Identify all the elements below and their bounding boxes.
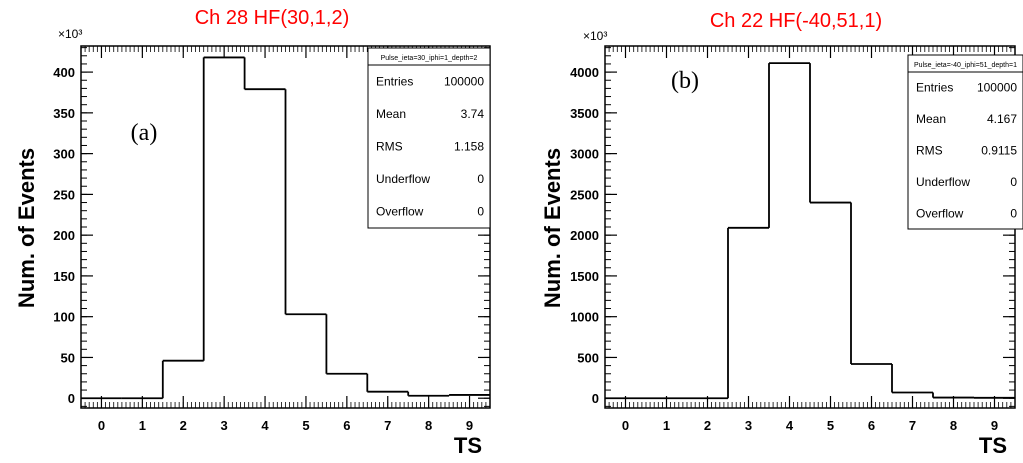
- stats-box: Pulse_ieta=30_iphi=1_depth=2 Entries 10000…: [367, 47, 491, 229]
- x-tick-label: 9: [991, 418, 998, 433]
- histogram-bin: [932, 392, 974, 399]
- stats-row-value: 0.9115: [981, 144, 1017, 158]
- x-axis-label: TS: [979, 433, 1007, 458]
- x-tick-label: 5: [302, 418, 309, 433]
- histogram-bin: [809, 63, 851, 204]
- y-multiplier: ×10³: [583, 29, 607, 43]
- histogram-bin: [325, 314, 368, 375]
- stats-row-label: Overflow: [916, 206, 964, 220]
- x-tick-label: 9: [466, 418, 473, 433]
- x-tick-label: 4: [786, 418, 794, 433]
- stats-row-label: Overflow: [376, 205, 424, 219]
- y-axis-label: Num. of Events: [14, 148, 39, 308]
- stats-row-label: Entries: [916, 81, 953, 95]
- histogram-bin: [161, 359, 204, 399]
- stats-box: Pulse_ieta=-40_iphi=51_depth=1 Entries 100…: [907, 54, 1023, 230]
- histogram-bin: [284, 89, 327, 316]
- y-tick-label: 1500: [570, 269, 599, 284]
- y-axis-label: Num. of Events: [540, 148, 565, 308]
- y-tick-label: 0: [592, 391, 599, 406]
- stats-row-value: 0: [477, 172, 484, 186]
- stats-row-label: RMS: [376, 140, 403, 154]
- x-tick-label: 7: [384, 418, 391, 433]
- y-tick-label: 1000: [570, 310, 599, 325]
- stats-row-label: Mean: [376, 107, 406, 121]
- histogram-bin: [448, 394, 490, 396]
- histogram-bin: [768, 62, 810, 228]
- histogram-bin: [727, 226, 769, 399]
- y-tick-label: 250: [53, 187, 75, 202]
- stats-row-label: Underflow: [376, 172, 430, 186]
- y-tick-label: 200: [53, 228, 75, 243]
- stats-row-label: Entries: [376, 74, 413, 88]
- x-tick-label: 3: [745, 418, 752, 433]
- x-tick-label: 8: [425, 418, 432, 433]
- histogram-bin: [243, 57, 286, 91]
- x-axis-label: TS: [454, 433, 482, 458]
- histogram-bin: [366, 373, 409, 393]
- panel-label: (b): [671, 68, 699, 94]
- chart-title: Ch 22 HF(-40,51,1): [710, 10, 882, 32]
- stats-row-value: 100000: [977, 81, 1017, 95]
- y-tick-label: 400: [53, 65, 75, 80]
- x-tick-label: 1: [663, 418, 670, 433]
- histogram-bin: [850, 202, 892, 365]
- x-tick-label: 2: [180, 418, 187, 433]
- y-multiplier: ×10³: [58, 27, 82, 41]
- histogram-bin: [202, 56, 245, 361]
- stats-row-value: 0: [1010, 206, 1017, 220]
- y-tick-label: 2000: [570, 228, 599, 243]
- x-tick-label: 1: [139, 418, 146, 433]
- stats-box-header: Pulse_ieta=30_iphi=1_depth=2: [381, 55, 478, 62]
- x-tick-label: 8: [950, 418, 957, 433]
- y-tick-label: 100: [53, 310, 75, 325]
- stats-row-value: 1.158: [454, 140, 484, 154]
- chart-panel-a: Ch 28 HF(30,1,2) Num. of Events TS ×10³ (a) 0…: [14, 7, 491, 458]
- stats-box-frame: [367, 47, 491, 229]
- stats-row-value: 0: [477, 205, 484, 219]
- y-tick-label: 300: [53, 147, 75, 162]
- x-tick-label: 0: [98, 418, 105, 433]
- x-tick-label: 3: [221, 418, 228, 433]
- y-tick-label: 0: [68, 391, 75, 406]
- histogram-bin: [407, 391, 450, 397]
- chart-title: Ch 28 HF(30,1,2): [195, 7, 350, 29]
- stats-row-value: 0: [1010, 175, 1017, 189]
- stats-row-value: 3.74: [461, 107, 485, 121]
- x-tick-label: 5: [827, 418, 834, 433]
- y-tick-label: 500: [577, 350, 599, 365]
- y-tick-label: 3000: [570, 147, 599, 162]
- y-tick-label: 150: [53, 269, 75, 284]
- y-tick-label: 2500: [570, 187, 599, 202]
- y-tick-label: 350: [53, 106, 75, 121]
- y-tick-label: 3500: [570, 106, 599, 121]
- x-tick-label: 6: [343, 418, 350, 433]
- x-tick-label: 2: [704, 418, 711, 433]
- x-tick-label: 0: [622, 418, 629, 433]
- stats-row-value: 4.167: [987, 112, 1017, 126]
- stats-box-frame: [907, 54, 1023, 230]
- stats-row-label: Underflow: [916, 175, 970, 189]
- y-tick-label: 50: [61, 350, 75, 365]
- histogram-bin: [891, 363, 933, 394]
- y-tick-label: 4000: [570, 65, 599, 80]
- panel-label: (a): [131, 120, 158, 146]
- chart-panel-b: Ch 22 HF(-40,51,1) Num. of Events TS ×10³ (b…: [540, 10, 1023, 458]
- stats-row-label: Mean: [916, 112, 946, 126]
- x-tick-label: 6: [868, 418, 875, 433]
- stats-box-header: Pulse_ieta=-40_iphi=51_depth=1: [914, 62, 1017, 69]
- x-tick-label: 4: [261, 418, 269, 433]
- stats-row-label: RMS: [916, 144, 943, 158]
- x-tick-label: 7: [909, 418, 916, 433]
- stats-row-value: 100000: [444, 74, 484, 88]
